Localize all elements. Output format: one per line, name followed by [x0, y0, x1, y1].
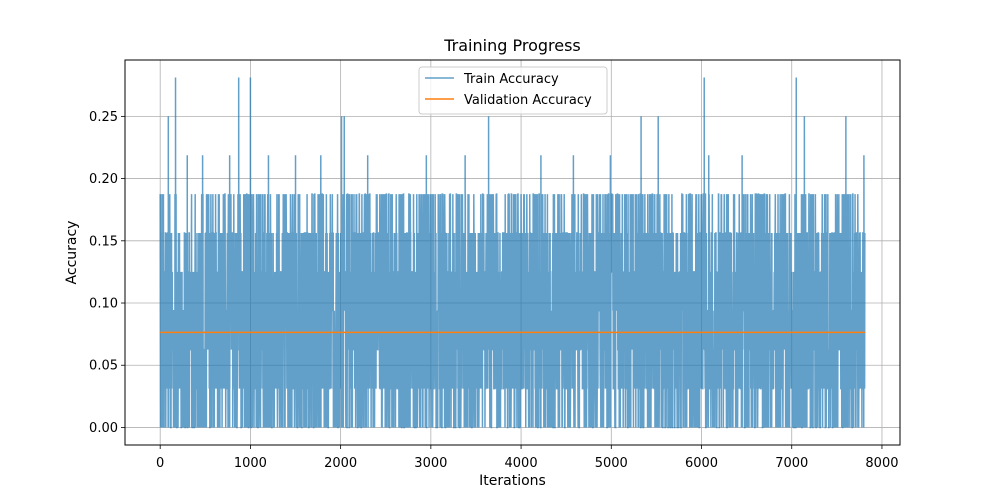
- legend-box: [418, 66, 608, 115]
- x-tick-label: 5000: [595, 456, 628, 471]
- train-accuracy-line: [159, 77, 866, 429]
- x-axis-label: Iterations: [479, 473, 546, 489]
- axis-ticks: 0 1000 2000 3000 4000 5000 6000 7000 8000 0.00 0.0…: [89, 110, 898, 471]
- legend-label-train-accuracy: Train Accuracy: [463, 72, 559, 87]
- y-tick-label: 0.00: [89, 421, 118, 436]
- x-tick-label: 2000: [324, 456, 357, 471]
- y-tick-label: 0.25: [89, 110, 118, 125]
- x-tick-label: 4000: [505, 456, 538, 471]
- x-tick-label: 3000: [414, 456, 447, 471]
- legend: Train Accuracy Validation Accuracy: [418, 66, 608, 115]
- y-tick-label: 0.10: [89, 297, 118, 312]
- train-accuracy-series: [159, 77, 866, 429]
- y-axis-label: Accuracy: [64, 221, 80, 285]
- y-tick-label: 0.15: [89, 234, 118, 249]
- x-tick-label: 7000: [775, 456, 808, 471]
- plot-frame: [124, 59, 901, 446]
- x-tick-label: 0: [156, 456, 164, 471]
- x-tick-label: 6000: [685, 456, 718, 471]
- x-tick-label: 1000: [234, 456, 267, 471]
- y-tick-label: 0.20: [89, 172, 118, 187]
- y-tick-label: 0.05: [89, 359, 118, 374]
- legend-label-validation-accuracy: Validation Accuracy: [464, 93, 592, 108]
- x-tick-label: 8000: [865, 456, 898, 471]
- chart-title: Training Progress: [443, 36, 581, 55]
